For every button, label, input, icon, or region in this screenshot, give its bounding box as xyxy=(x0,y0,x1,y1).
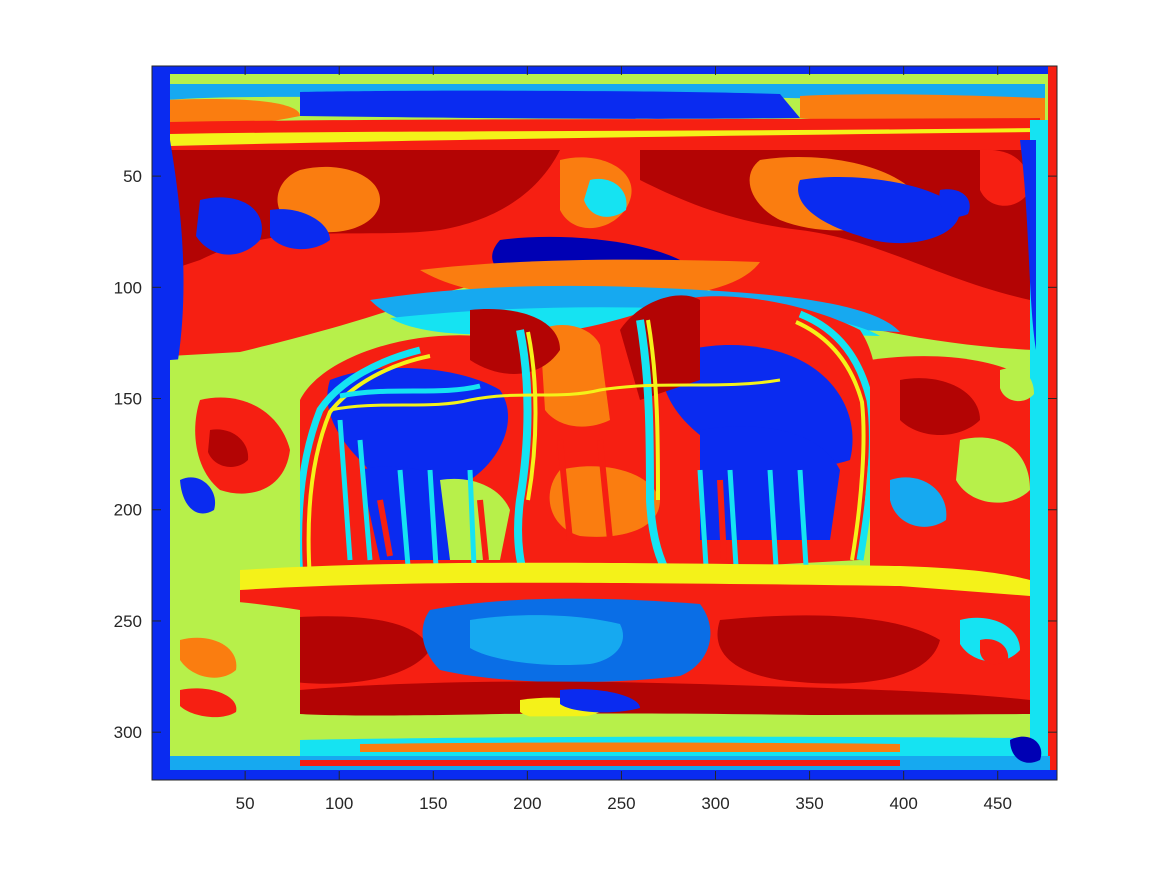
right-blue-strip xyxy=(1020,140,1036,350)
x-tick-label: 300 xyxy=(701,794,729,813)
elephant-right-legs-cyan xyxy=(697,469,809,567)
right-green-blob xyxy=(956,437,1030,503)
heatmap-image xyxy=(152,66,1057,780)
y-axis: 50 100 150 200 250 300 xyxy=(114,167,1057,742)
left-blue-strip xyxy=(170,140,184,360)
x-tick-label: 350 xyxy=(795,794,823,813)
elephant-head-left-dark xyxy=(470,309,560,374)
x-tick-label: 250 xyxy=(607,794,635,813)
bottom-left-red xyxy=(180,688,237,718)
y-tick-label: 300 xyxy=(114,723,142,742)
x-tick-label: 200 xyxy=(513,794,541,813)
elephant-back-cyan xyxy=(339,383,481,399)
sky-blue-blob-3 xyxy=(798,176,960,244)
sky-blue-blob-2 xyxy=(270,209,330,250)
right-dark-red-blob xyxy=(900,378,980,435)
y-tick-label: 200 xyxy=(114,501,142,520)
bottom-right-dark-blue xyxy=(1010,736,1042,763)
top-band-1 xyxy=(152,66,1057,76)
right-red-edge xyxy=(1048,66,1057,780)
ground-dark-red-right xyxy=(717,615,940,684)
bottom-green-band xyxy=(170,714,1030,740)
x-tick-label: 100 xyxy=(325,794,353,813)
sky-blue-blob-1 xyxy=(196,197,262,255)
elephant-mid-yellow xyxy=(646,319,660,501)
ground-dark-red-band xyxy=(300,681,1030,720)
y-tick-label: 100 xyxy=(114,278,142,297)
x-tick-label: 400 xyxy=(889,794,917,813)
bottom-orange-band xyxy=(360,742,900,752)
sky-blue-dot xyxy=(939,189,970,217)
x-tick-label: 450 xyxy=(984,794,1012,813)
left-dark-red-blob xyxy=(208,429,249,467)
right-light-blue-blob xyxy=(890,477,947,527)
bottom-red-line xyxy=(300,760,900,766)
elephant-left-green xyxy=(440,478,510,560)
y-tick-label: 50 xyxy=(123,167,142,186)
elephant-outline-yellow-1 xyxy=(306,354,431,581)
bottom-left-orange xyxy=(180,637,237,678)
sky-red-blob xyxy=(980,149,1030,206)
ground-blue-blob xyxy=(560,689,640,713)
elephant-back-yellow xyxy=(329,378,781,412)
x-axis: 50 100 150 200 250 300 350 400 450 xyxy=(236,66,1012,813)
top-blue-blob xyxy=(300,90,800,119)
bottom-right-red xyxy=(980,639,1009,665)
x-tick-label: 50 xyxy=(236,794,255,813)
sky-cyan-blob xyxy=(584,178,627,217)
left-blue-border xyxy=(152,66,170,780)
elephant-left-legs-cyan xyxy=(337,419,477,567)
top-right-orange xyxy=(800,94,1045,125)
elephant-left-blue xyxy=(327,367,509,540)
elephant-outline-yellow-2 xyxy=(795,320,866,561)
elephant-trunk-yellow xyxy=(526,331,538,501)
bottom-blue-border xyxy=(152,770,1057,780)
y-tick-label: 250 xyxy=(114,612,142,631)
axes-box xyxy=(151,65,1058,781)
elephant-leg-red-lines xyxy=(377,439,727,561)
elephant-mid-cyan xyxy=(636,319,674,582)
x-tick-label: 150 xyxy=(419,794,447,813)
ground-water-light-blue xyxy=(470,615,624,666)
right-green-dot xyxy=(1000,368,1034,402)
y-tick-label: 150 xyxy=(114,390,142,409)
left-blue-dot xyxy=(180,477,216,514)
